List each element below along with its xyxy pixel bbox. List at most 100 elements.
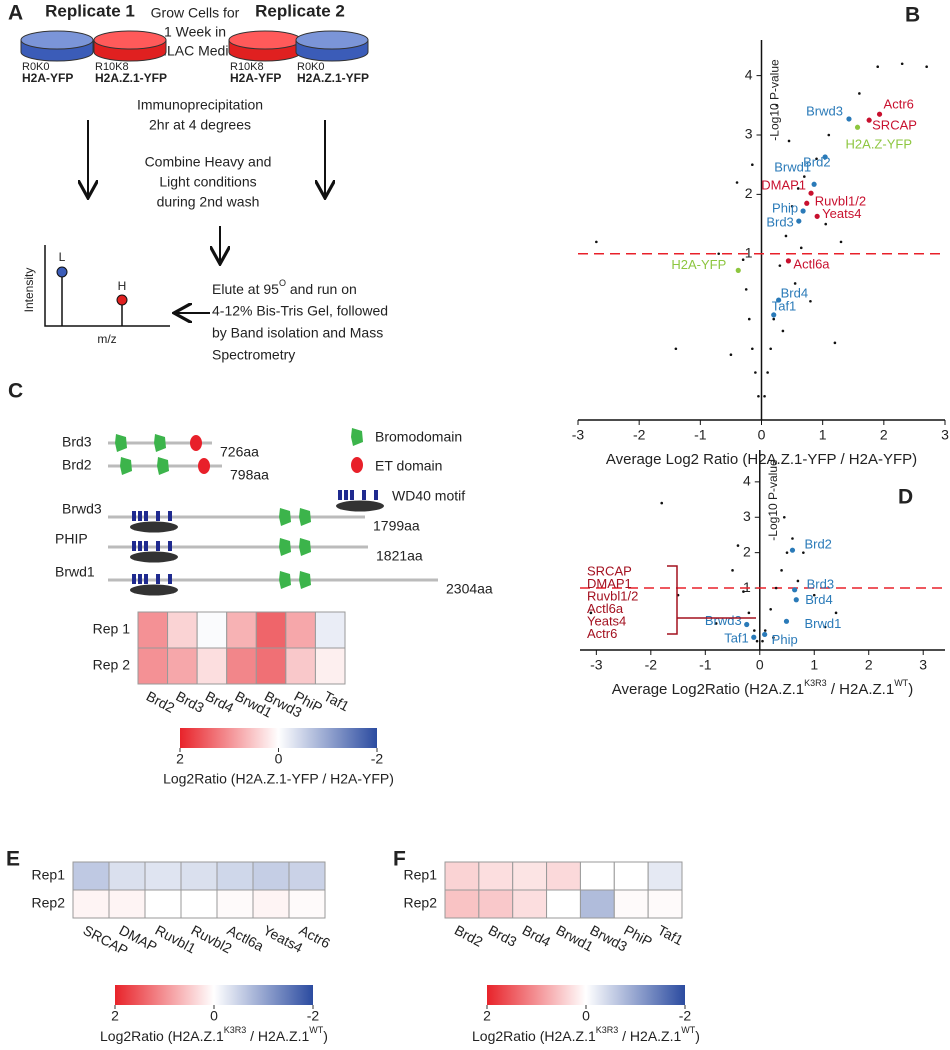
heatmap-cell — [546, 861, 581, 891]
dish — [295, 30, 369, 62]
superscript: WT — [894, 678, 908, 688]
panel-label: D — [898, 486, 913, 509]
wd40-repeat — [138, 511, 142, 521]
panel-label: B — [905, 4, 920, 27]
heatmap-cell — [314, 611, 346, 649]
data-point — [731, 569, 734, 572]
x-tick-label: 3 — [919, 657, 927, 673]
colorbar-label: Log2Ratio (H2A.Z.1-YFP / H2A-YFP) — [163, 771, 394, 787]
superscript: K3R3 — [804, 678, 827, 688]
column-label: Brd2 — [144, 688, 178, 716]
column-label: Brwd1 — [554, 922, 597, 955]
y-tick-label: 4 — [745, 66, 753, 82]
highlight-point — [751, 634, 757, 640]
highlight-point — [771, 312, 777, 318]
highlight-point — [854, 124, 861, 130]
data-point — [772, 317, 776, 321]
wd40-repeat — [362, 490, 366, 500]
heatmap-cell — [288, 861, 326, 891]
colorbar-label: Log2Ratio (H2A.Z.1K3R3 / H2A.Z.1WT) — [100, 1025, 328, 1043]
heatmap-cell — [647, 889, 683, 919]
highlight-point — [789, 547, 796, 553]
data-point — [774, 586, 778, 590]
data-point — [834, 611, 838, 615]
bromodomain — [120, 457, 132, 475]
legend-label: WD40 motif — [392, 488, 465, 504]
step-text: during 2nd wash — [157, 194, 260, 210]
y-tick-label: 1 — [745, 244, 753, 260]
colorbar-tick-label: 0 — [582, 1008, 590, 1024]
et-domain — [190, 435, 202, 451]
heatmap-cell — [216, 861, 254, 891]
data-point — [772, 636, 775, 639]
panel-label: E — [6, 848, 20, 871]
step-text: SILAC Media — [154, 43, 237, 59]
data-point — [781, 329, 785, 333]
heatmap-cell — [285, 647, 316, 685]
heatmap-cell — [579, 861, 615, 891]
data-point — [823, 625, 827, 629]
wd40-repeat — [350, 490, 354, 500]
data-point — [769, 607, 772, 611]
heatmap-cell — [546, 889, 581, 919]
step-text: 2hr at 4 degrees — [149, 117, 251, 133]
heatmap-cell — [137, 611, 169, 649]
panel-label: C — [8, 380, 23, 403]
protein-name: Brwd1 — [55, 564, 95, 580]
data-point — [674, 347, 678, 351]
y-tick-label: 2 — [743, 543, 751, 559]
heatmap-cell — [512, 889, 548, 919]
heatmap-cell — [108, 889, 146, 919]
superscript: WT — [309, 1025, 323, 1035]
column-label: Ruvbl1 — [153, 922, 199, 957]
wd40-repeat — [344, 490, 348, 500]
legend-label: Bromodomain — [375, 429, 462, 445]
x-tick-label: 0 — [756, 657, 764, 673]
highlight-point — [811, 181, 817, 187]
dish-name: H2A-YFP — [230, 71, 281, 85]
data-point — [793, 282, 797, 285]
heatmap-cell — [285, 611, 316, 649]
bromodomain — [279, 508, 291, 526]
point-label: Brd3 — [766, 215, 793, 230]
heatmap-cell — [444, 889, 480, 919]
step-text: Elute at 95O and run on — [212, 278, 357, 296]
y-tick-label: 3 — [745, 126, 753, 142]
heatmap-cell — [108, 861, 146, 891]
data-point — [900, 62, 904, 66]
point-label: Brd3 — [807, 576, 834, 591]
x-tick-label: 2 — [880, 427, 888, 443]
wd40-repeat — [132, 511, 136, 521]
x-tick-label: 2 — [865, 657, 873, 673]
wd40-repeat — [156, 511, 160, 521]
data-point — [782, 515, 786, 519]
point-label: Phip — [772, 632, 798, 647]
x-axis-label: Average Log2Ratio (H2A.Z.1K3R3 / H2A.Z.1… — [612, 678, 913, 698]
column-label: Brwd3 — [587, 922, 630, 955]
heatmap-cell — [167, 647, 198, 685]
bromodomain — [154, 434, 166, 452]
wd40-repeat — [144, 541, 148, 551]
text-part: / H2A.Z.1 — [827, 681, 895, 698]
colorbar — [487, 985, 685, 1005]
wd40-repeat — [156, 541, 160, 551]
wd40-repeat — [156, 574, 160, 584]
dish — [228, 30, 302, 62]
wd40-base — [130, 551, 178, 563]
et-domain — [198, 458, 210, 474]
protein-name: Brd3 — [62, 434, 92, 450]
data-point — [714, 622, 718, 625]
x-tick-label: 1 — [819, 427, 827, 443]
group-label: DMAP1 — [587, 576, 632, 591]
wd40-repeat — [132, 574, 136, 584]
point-label: DMAP1 — [761, 178, 806, 193]
et-domain — [351, 457, 363, 473]
highlight-point — [783, 618, 790, 624]
x-tick-label: -1 — [694, 427, 707, 443]
step-text: Grow Cells for — [151, 5, 240, 21]
data-point — [858, 92, 861, 95]
panel-label: F — [393, 848, 406, 871]
data-point — [736, 544, 740, 547]
point-label: SRCAP — [872, 118, 917, 133]
group-bracket — [667, 565, 678, 635]
